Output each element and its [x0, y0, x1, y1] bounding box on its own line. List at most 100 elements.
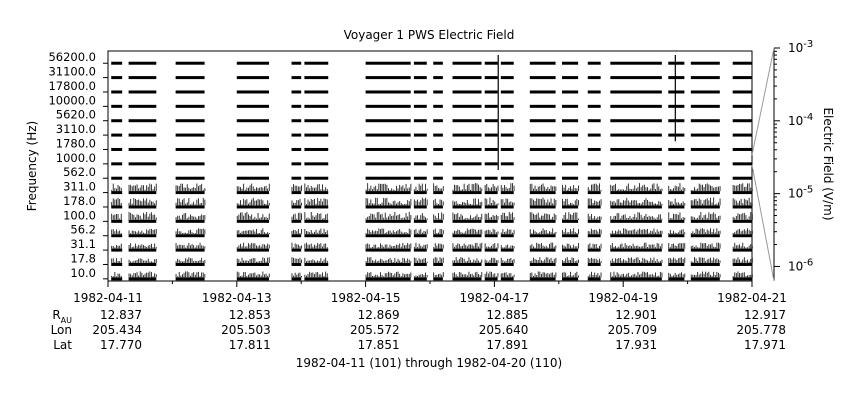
intensity-spike	[563, 215, 565, 220]
channel-baseline	[452, 61, 482, 65]
intensity-spike	[256, 200, 257, 206]
channel-baseline	[500, 277, 514, 281]
intensity-spike	[481, 259, 483, 263]
intensity-spike	[676, 246, 678, 249]
intensity-spike	[635, 245, 637, 249]
intensity-spike	[268, 244, 270, 249]
intensity-spike	[376, 247, 378, 249]
channel-rows	[111, 55, 753, 281]
intensity-spike	[304, 243, 306, 249]
channel-baseline	[452, 119, 482, 123]
intensity-spike	[552, 216, 554, 220]
intensity-spike	[136, 272, 138, 278]
intensity-spike	[611, 185, 613, 192]
intensity-spike	[183, 244, 185, 249]
channel-baseline	[433, 104, 443, 108]
intensity-spike	[716, 186, 718, 192]
intensity-spike	[410, 215, 412, 220]
intensity-spike	[669, 247, 671, 249]
channel-baseline	[732, 176, 752, 180]
intensity-spike	[681, 218, 682, 220]
intensity-spike	[694, 274, 695, 278]
intensity-spike	[204, 215, 206, 220]
intensity-spike	[307, 274, 309, 278]
intensity-spike	[138, 230, 140, 235]
intensity-spike	[254, 188, 256, 192]
intensity-spike	[531, 244, 533, 249]
intensity-spike	[457, 276, 459, 278]
intensity-spike	[600, 261, 602, 263]
intensity-spike	[417, 247, 418, 249]
intensity-spike	[702, 243, 703, 249]
ephemeris-value: 205.572	[350, 323, 400, 337]
intensity-spike	[631, 200, 632, 206]
intensity-spike	[193, 272, 195, 278]
intensity-spike	[624, 243, 626, 249]
intensity-spike	[426, 261, 428, 263]
intensity-spike	[248, 214, 249, 220]
intensity-spike	[378, 183, 380, 192]
intensity-spike	[542, 261, 544, 263]
channel-baseline	[413, 248, 427, 252]
intensity-spike	[249, 244, 251, 249]
intensity-spike	[563, 271, 565, 278]
intensity-spike	[507, 244, 509, 249]
intensity-spike	[708, 258, 710, 263]
intensity-spike	[293, 247, 294, 249]
intensity-spike	[175, 274, 177, 278]
channel-baseline	[291, 61, 302, 65]
channel-row	[111, 257, 753, 266]
channel-baseline	[668, 248, 685, 252]
channel-baseline	[610, 205, 662, 209]
intensity-spike	[198, 186, 199, 192]
intensity-spike	[183, 261, 185, 263]
intensity-spike	[471, 273, 473, 278]
intensity-spike	[623, 259, 624, 263]
intensity-spike	[436, 245, 438, 249]
intensity-spike	[454, 201, 455, 206]
intensity-spike	[386, 197, 388, 206]
intensity-spike	[256, 245, 257, 249]
intensity-spike	[531, 198, 533, 206]
intensity-spike	[536, 198, 538, 206]
intensity-spike	[196, 272, 198, 278]
intensity-spike	[632, 259, 634, 263]
intensity-spike	[312, 199, 314, 206]
intensity-spike	[294, 230, 296, 235]
intensity-spike	[547, 247, 549, 249]
intensity-spike	[399, 229, 401, 235]
channel-baseline	[587, 90, 601, 94]
intensity-spike	[529, 245, 531, 249]
intensity-spike	[710, 228, 711, 235]
intensity-spike	[743, 229, 745, 235]
intensity-spike	[294, 243, 296, 249]
intensity-spike	[410, 229, 412, 235]
intensity-spike	[541, 260, 542, 263]
intensity-spike	[751, 214, 753, 220]
intensity-spike	[695, 218, 697, 220]
intensity-spike	[576, 198, 578, 206]
intensity-spike	[611, 201, 613, 206]
intensity-spike	[241, 275, 243, 278]
intensity-spike	[537, 186, 539, 192]
intensity-spike	[631, 246, 632, 249]
intensity-spike	[407, 243, 409, 249]
intensity-spike	[394, 190, 396, 192]
intensity-spike	[426, 229, 428, 235]
intensity-spike	[240, 261, 241, 263]
intensity-spike	[178, 231, 180, 235]
intensity-spike	[441, 199, 443, 206]
intensity-spike	[745, 230, 747, 235]
intensity-spike	[426, 199, 428, 206]
channel-baseline	[484, 248, 498, 252]
intensity-spike	[507, 274, 509, 278]
intensity-spike	[550, 185, 552, 192]
intensity-spike	[306, 242, 307, 249]
intensity-spike	[674, 232, 676, 235]
intensity-spike	[610, 245, 612, 249]
channel-baseline	[413, 104, 427, 108]
channel-baseline	[500, 176, 514, 180]
intensity-spike	[570, 186, 571, 192]
intensity-spike	[462, 245, 463, 249]
intensity-spike	[268, 233, 270, 235]
